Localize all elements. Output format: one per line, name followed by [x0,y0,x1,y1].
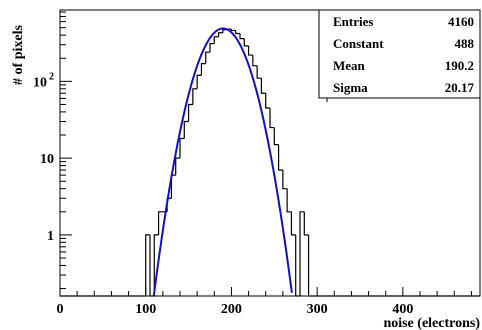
histogram-bin-30 [273,127,279,146]
stats-box-frame [318,9,481,99]
histogram-bin-34 [290,211,296,236]
stats-label-constant: Constant [333,36,384,51]
histogram-bin-12 [196,74,202,89]
histogram-bin-3 [157,211,163,235]
histogram-bin-10 [187,103,193,122]
histogram-bin-21 [235,30,240,35]
y-axis-label: # of pixels [11,25,26,85]
x-tick-label: 100 [135,302,156,317]
histogram-bin-28 [265,93,270,109]
x-tick-label: 400 [392,302,413,317]
histogram-bin-31 [277,144,283,171]
stats-label-sigma: Sigma [333,80,368,95]
stats-value-entries: 4160 [448,14,474,29]
histogram-bin-0 [145,234,150,296]
stats-value-mean: 190.2 [445,58,474,73]
histogram-bin-22 [239,33,245,40]
histogram-bin-26 [256,65,262,79]
x-tick-label: 300 [307,302,328,317]
histogram-bin-32 [282,170,288,190]
histogram-bin-8 [179,137,185,159]
x-axis-label: noise (electrons) [383,316,480,330]
y-tick-label: 1 [47,229,54,244]
histogram-bin-33 [286,188,292,213]
histogram-bin-13 [200,63,206,76]
gaussian-fit-curve [152,27,293,296]
x-tick-label: 0 [57,302,64,317]
histogram-bin-15 [209,43,215,53]
stats-label-entries: Entries [333,14,373,29]
histogram-bin-25 [252,55,258,67]
stats-box: Entries 4160 Constant 488 Mean 190.2 Sig… [318,9,481,102]
histogram-bin-23 [243,38,249,47]
histogram-bin-27 [260,78,266,94]
y-tick-exponent: 2 [49,71,54,82]
plot-frame [59,9,481,297]
histogram-bin-36 [299,211,305,296]
stats-value-sigma: 20.17 [445,80,475,95]
histogram-bin-24 [247,45,253,56]
histogram-bin-17 [217,32,223,37]
y-tick-label: 10 [40,152,54,167]
x-tick-label: 200 [221,302,242,317]
stats-label-mean: Mean [333,58,366,73]
histogram-bin-16 [213,36,219,44]
histogram-bin-20 [230,29,236,32]
fit-layer [152,27,293,296]
y-tick-label: 10 [33,75,47,90]
histogram-bin-29 [269,107,275,129]
stats-value-constant: 488 [455,36,475,51]
histogram-bin-2 [153,234,159,296]
histogram-bin-37 [303,211,309,236]
histogram-bin-14 [205,51,210,64]
histogram-bin-9 [183,120,189,139]
histogram-bin-11 [192,88,198,105]
